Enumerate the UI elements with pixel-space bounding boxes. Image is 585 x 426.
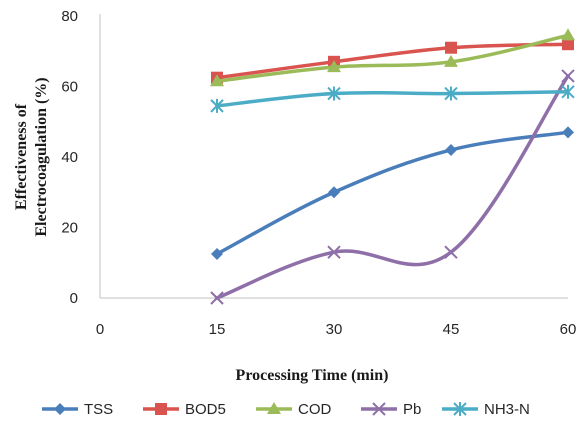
data-point bbox=[561, 28, 575, 41]
y-tick-label: 20 bbox=[61, 220, 78, 237]
series-line bbox=[215, 74, 570, 300]
data-point bbox=[561, 84, 575, 99]
legend-label: BOD5 bbox=[185, 401, 226, 418]
data-point bbox=[562, 38, 574, 51]
legend-marker bbox=[267, 402, 281, 414]
data-point bbox=[445, 143, 457, 156]
axes bbox=[99, 14, 568, 299]
series-line bbox=[215, 130, 570, 256]
legend-label: TSS bbox=[84, 401, 113, 418]
x-tick-label: 15 bbox=[209, 321, 226, 338]
data-point bbox=[210, 291, 224, 305]
y-axis-title: Effectiveness of Electrocoagulation (%) bbox=[13, 77, 50, 236]
legend-item: TSS bbox=[42, 401, 113, 418]
legend-label: Pb bbox=[403, 401, 421, 418]
data-point bbox=[327, 60, 341, 73]
legend-marker bbox=[54, 403, 66, 415]
x-axis-title: Processing Time (min) bbox=[236, 367, 389, 384]
series-cod bbox=[210, 28, 575, 87]
x-tick-label: 60 bbox=[560, 321, 577, 338]
data-point bbox=[327, 86, 341, 101]
series-pb bbox=[210, 69, 575, 305]
legend: TSS BOD5 COD Pb NH3-N bbox=[42, 401, 530, 418]
legend-item: Pb bbox=[361, 401, 421, 418]
series-line bbox=[215, 42, 570, 80]
y-tick-label: 40 bbox=[61, 149, 78, 166]
y-axis-title-line: Electrocoagulation (%) bbox=[33, 77, 50, 236]
y-tick-label: 80 bbox=[61, 8, 78, 25]
x-tick-label: 30 bbox=[326, 321, 343, 338]
legend-marker bbox=[155, 403, 167, 415]
data-point bbox=[444, 245, 458, 259]
y-tick-label: 0 bbox=[70, 290, 78, 307]
series-line bbox=[215, 90, 570, 108]
series-layer bbox=[210, 28, 575, 305]
legend-item: COD bbox=[256, 401, 332, 418]
y-axis-title-line: Effectiveness of bbox=[13, 103, 30, 210]
x-tick-label: 45 bbox=[443, 321, 460, 338]
series-nh3-n bbox=[210, 84, 575, 113]
series-bod5 bbox=[211, 38, 574, 84]
legend-marker bbox=[453, 402, 467, 416]
series-line bbox=[215, 33, 570, 83]
legend-label: NH3-N bbox=[484, 401, 530, 418]
legend-item: NH3-N bbox=[442, 401, 530, 418]
data-point bbox=[327, 245, 341, 259]
data-point bbox=[210, 74, 224, 87]
y-tick-label: 60 bbox=[61, 79, 78, 96]
data-point bbox=[562, 126, 574, 139]
legend-item: BOD5 bbox=[143, 401, 226, 418]
legend-label: COD bbox=[298, 401, 332, 418]
data-point bbox=[445, 41, 457, 54]
series-tss bbox=[211, 126, 574, 260]
data-point bbox=[561, 69, 575, 83]
data-point bbox=[444, 86, 458, 101]
legend-marker bbox=[372, 402, 386, 416]
data-point bbox=[328, 186, 340, 199]
x-tick-label: 0 bbox=[96, 321, 104, 338]
data-point bbox=[211, 247, 223, 260]
data-point bbox=[210, 98, 224, 113]
tick-labels: 0 15 30 45 60 0 20 40 60 80 bbox=[61, 8, 576, 338]
data-point bbox=[444, 54, 458, 67]
